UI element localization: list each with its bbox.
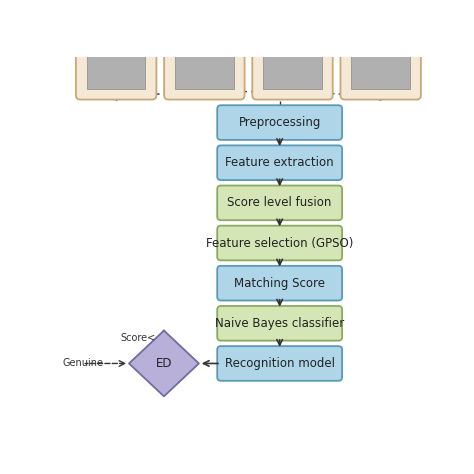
FancyBboxPatch shape [217,226,342,260]
FancyBboxPatch shape [217,105,342,140]
Text: Genuine: Genuine [62,358,103,368]
Text: Score<: Score< [120,333,156,343]
FancyBboxPatch shape [217,185,342,220]
Text: Feature extraction: Feature extraction [225,156,334,169]
FancyBboxPatch shape [340,44,421,100]
FancyBboxPatch shape [175,55,234,89]
FancyBboxPatch shape [217,346,342,381]
Text: Preprocessing: Preprocessing [238,116,321,129]
Text: Score level fusion: Score level fusion [228,196,332,210]
FancyBboxPatch shape [217,306,342,341]
FancyBboxPatch shape [352,55,410,89]
Text: Matching Score: Matching Score [234,277,325,290]
Text: Feature selection (GPSO): Feature selection (GPSO) [206,237,353,249]
FancyBboxPatch shape [217,266,342,301]
FancyBboxPatch shape [164,44,245,100]
FancyBboxPatch shape [217,146,342,180]
FancyBboxPatch shape [76,44,156,100]
FancyBboxPatch shape [87,55,146,89]
Text: Naive Bayes classifier: Naive Bayes classifier [215,317,344,330]
Text: Recognition model: Recognition model [225,357,335,370]
Polygon shape [129,331,199,396]
FancyBboxPatch shape [264,55,322,89]
FancyBboxPatch shape [252,44,333,100]
Text: ED: ED [155,357,172,370]
